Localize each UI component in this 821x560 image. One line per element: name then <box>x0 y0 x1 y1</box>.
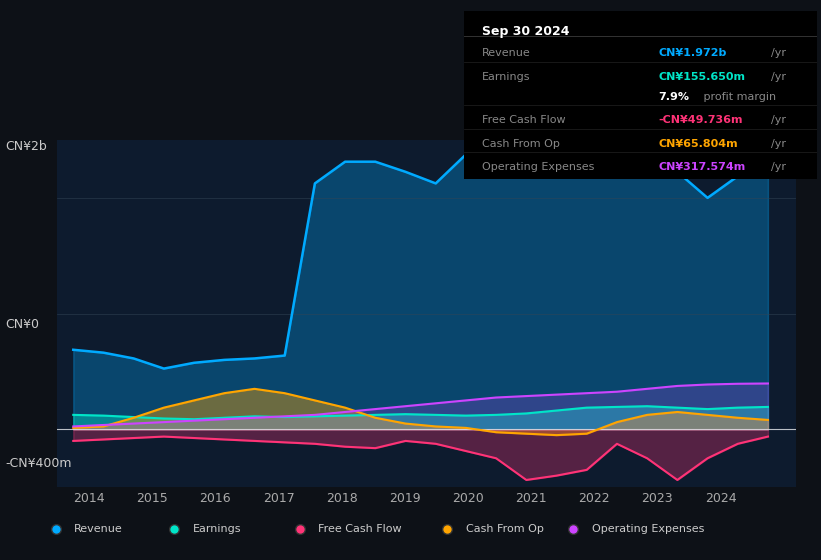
Text: CN¥155.650m: CN¥155.650m <box>658 72 745 82</box>
Text: Cash From Op: Cash From Op <box>481 139 559 149</box>
Text: CN¥0: CN¥0 <box>6 318 39 330</box>
Text: Sep 30 2024: Sep 30 2024 <box>481 25 569 38</box>
Text: /yr: /yr <box>771 162 786 172</box>
Text: -CN¥49.736m: -CN¥49.736m <box>658 115 742 125</box>
Text: Revenue: Revenue <box>75 524 123 534</box>
Text: Cash From Op: Cash From Op <box>466 524 544 534</box>
Text: 7.9%: 7.9% <box>658 92 689 102</box>
Text: profit margin: profit margin <box>700 92 777 102</box>
Text: CN¥2b: CN¥2b <box>6 140 48 153</box>
Text: Operating Expenses: Operating Expenses <box>481 162 594 172</box>
Text: CN¥317.574m: CN¥317.574m <box>658 162 745 172</box>
Text: Earnings: Earnings <box>481 72 530 82</box>
Text: CN¥65.804m: CN¥65.804m <box>658 139 737 149</box>
Text: Operating Expenses: Operating Expenses <box>591 524 704 534</box>
Text: -CN¥400m: -CN¥400m <box>6 457 72 470</box>
Text: /yr: /yr <box>771 139 786 149</box>
Text: /yr: /yr <box>771 115 786 125</box>
Text: CN¥1.972b: CN¥1.972b <box>658 48 727 58</box>
Text: /yr: /yr <box>771 72 786 82</box>
Text: Free Cash Flow: Free Cash Flow <box>481 115 565 125</box>
Text: Earnings: Earnings <box>192 524 241 534</box>
Text: Revenue: Revenue <box>481 48 530 58</box>
Text: /yr: /yr <box>771 48 786 58</box>
Text: Free Cash Flow: Free Cash Flow <box>319 524 401 534</box>
